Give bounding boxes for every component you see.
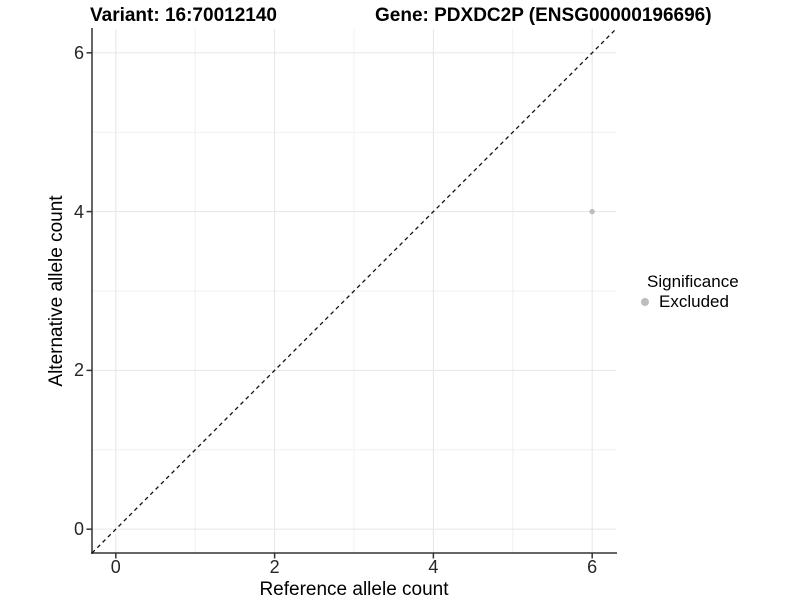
y-axis-title: Alternative allele count: [46, 195, 67, 387]
legend-item-label: Excluded: [659, 292, 729, 311]
x-tick-label: 4: [428, 557, 439, 577]
y-tick-label: 6: [73, 42, 84, 63]
excluded-point-icon: [641, 298, 649, 306]
data-point: [589, 208, 595, 215]
legend-item-excluded: Excluded: [637, 292, 739, 312]
legend-key: [637, 294, 653, 310]
y-tick-label: 2: [73, 360, 84, 381]
plot-title-variant: Variant: 16:70012140: [90, 5, 277, 26]
plot-title-gene: Gene: PDXDC2P (ENSG00000196696): [375, 5, 712, 26]
x-tick-label: 6: [587, 557, 598, 577]
x-tick-label: 2: [269, 557, 280, 577]
y-tick-label: 4: [73, 201, 84, 222]
x-axis-title: Reference allele count: [259, 579, 449, 600]
y-tick-label: 0: [73, 519, 84, 540]
legend: Significance Excluded: [637, 271, 739, 312]
legend-title: Significance: [647, 272, 739, 291]
identity-line: [91, 28, 617, 554]
x-tick-label: 0: [110, 557, 121, 577]
